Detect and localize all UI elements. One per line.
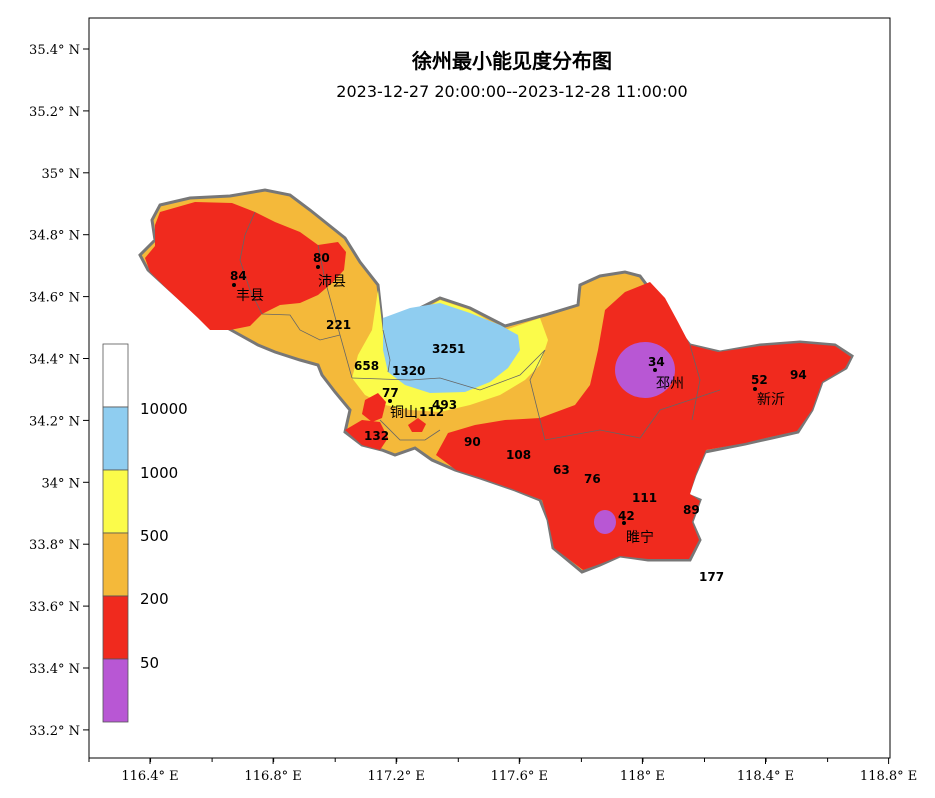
x-tick-label: 118.8° E bbox=[860, 769, 917, 784]
y-tick-label: 35.2° N bbox=[29, 105, 80, 120]
y-tick-label: 34.4° N bbox=[29, 353, 80, 368]
station-value: 108 bbox=[506, 448, 531, 462]
legend: 10000 1000 500 200 50 bbox=[102, 343, 188, 723]
legend-label: 10000 bbox=[140, 400, 188, 418]
x-tick-label: 118° E bbox=[620, 769, 665, 784]
zone-50-200-tongshan bbox=[362, 393, 386, 422]
city-dot-tongshan bbox=[388, 399, 392, 403]
zone-50-200-west bbox=[145, 202, 346, 330]
y-tick-label: 33.2° N bbox=[29, 724, 80, 739]
station-value: 52 bbox=[751, 373, 768, 387]
city-label-xinyi: 新沂 bbox=[757, 392, 785, 408]
city-label-pizhou: 邳州 bbox=[656, 376, 684, 392]
city-dot-peixian bbox=[316, 265, 320, 269]
legend-label: 1000 bbox=[140, 464, 178, 482]
city-label-suining: 睢宁 bbox=[626, 529, 654, 546]
x-tick-label: 117.6° E bbox=[491, 769, 548, 784]
station-value: 3251 bbox=[432, 342, 465, 356]
map-subtitle: 2023-12-27 20:00:00--2023-12-28 11:00:00 bbox=[336, 82, 687, 101]
station-value: 76 bbox=[584, 472, 601, 486]
city-dot-fengxian bbox=[232, 283, 236, 287]
y-tick-label: 35° N bbox=[41, 167, 80, 182]
y-tick-label: 34.2° N bbox=[29, 414, 80, 429]
station-values: 84 80 221 658 3251 1320 77 493 112 132 9… bbox=[230, 251, 807, 584]
x-tick-label: 118.4° E bbox=[737, 769, 794, 784]
station-value: 34 bbox=[648, 355, 665, 369]
station-value: 493 bbox=[432, 398, 457, 412]
y-tick-label: 34.8° N bbox=[29, 229, 80, 244]
station-value: 658 bbox=[354, 359, 379, 373]
legend-swatch-500-1000 bbox=[102, 469, 129, 534]
city-label-fengxian: 丰县 bbox=[236, 288, 264, 304]
station-value: 111 bbox=[632, 491, 657, 505]
station-value: 63 bbox=[553, 463, 570, 477]
city-label-tongshan: 铜山 bbox=[390, 405, 418, 421]
station-value: 77 bbox=[382, 386, 399, 400]
station-value: 177 bbox=[699, 570, 724, 584]
y-tick-label: 35.4° N bbox=[29, 43, 80, 58]
legend-label: 50 bbox=[140, 654, 159, 672]
x-axis: 116.4° E 116.8° E 117.2° E 117.6° E 118° E 11… bbox=[88, 758, 917, 784]
city-markers: 丰县 沛县 铜山 邳州 新沂 睢宁 bbox=[232, 265, 785, 546]
y-tick-label: 33.4° N bbox=[29, 662, 80, 677]
zone-lt50-pizhou bbox=[615, 342, 675, 398]
zone-1000-10000 bbox=[383, 303, 520, 393]
zone-lt50-suining bbox=[594, 510, 616, 534]
y-tick-label: 33.8° N bbox=[29, 538, 80, 553]
y-tick-label: 34.6° N bbox=[29, 291, 80, 306]
legend-swatch-1000-10000 bbox=[102, 406, 129, 471]
map-title: 徐州最小能见度分布图 bbox=[411, 49, 612, 73]
station-value: 1320 bbox=[392, 364, 425, 378]
station-value: 90 bbox=[464, 435, 481, 449]
station-value: 112 bbox=[419, 405, 444, 419]
x-tick-label: 117.2° E bbox=[368, 769, 425, 784]
county-boundaries bbox=[239, 211, 721, 441]
station-value: 221 bbox=[326, 318, 351, 332]
legend-swatch-50-200 bbox=[102, 595, 129, 660]
city-dot-suining bbox=[622, 521, 626, 525]
station-value: 94 bbox=[790, 368, 807, 382]
station-value: 80 bbox=[313, 251, 330, 265]
zone-50-200-tongshan-3 bbox=[408, 418, 426, 432]
station-value: 89 bbox=[683, 503, 700, 517]
city-dot-xinyi bbox=[753, 387, 757, 391]
x-tick-label: 116.4° E bbox=[121, 769, 178, 784]
station-value: 84 bbox=[230, 269, 247, 283]
zone-50-200-tongshan-2 bbox=[345, 420, 388, 450]
legend-label: 200 bbox=[140, 590, 169, 608]
x-tick-label: 116.8° E bbox=[244, 769, 301, 784]
station-value: 132 bbox=[364, 429, 389, 443]
legend-label: 500 bbox=[140, 527, 169, 545]
legend-swatch-gt10000 bbox=[102, 343, 129, 408]
station-value: 42 bbox=[618, 509, 635, 523]
zone-50-200-east bbox=[436, 282, 851, 570]
city-dot-pizhou bbox=[653, 368, 657, 372]
legend-swatch-200-500 bbox=[102, 532, 129, 597]
legend-swatch-lt50 bbox=[102, 658, 129, 723]
city-label-peixian: 沛县 bbox=[318, 274, 346, 290]
y-tick-label: 34° N bbox=[41, 476, 80, 491]
y-tick-label: 33.6° N bbox=[29, 600, 80, 615]
y-axis: 35.4° N 35.2° N 35° N 34.8° N 34.6° N 34.4° N… bbox=[29, 43, 89, 739]
region-xuzhou bbox=[138, 188, 854, 574]
